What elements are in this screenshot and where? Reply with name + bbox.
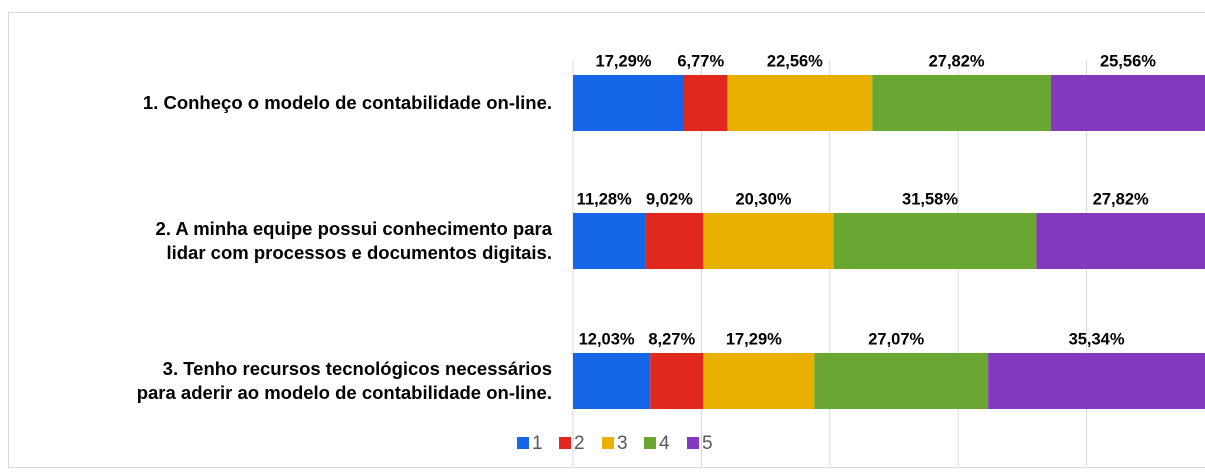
category-label: 3. Tenho recursos tecnológicos necessári… xyxy=(136,358,552,403)
bar-segment xyxy=(684,75,728,131)
bar-segment xyxy=(703,353,815,409)
data-label: 6,77% xyxy=(677,52,724,70)
data-label: 27,82% xyxy=(929,52,985,70)
category-label: 1. Conheço o modelo de contabilidade on-… xyxy=(142,92,552,113)
data-label: 8,27% xyxy=(648,330,695,348)
legend-label: 2 xyxy=(574,433,585,454)
data-label: 17,29% xyxy=(726,330,782,348)
legend-label: 3 xyxy=(617,433,628,454)
legend-swatch xyxy=(644,437,656,449)
legend-label: 4 xyxy=(659,433,670,454)
bar-segment xyxy=(1050,75,1205,131)
bar-segment xyxy=(573,353,651,409)
bar-segment xyxy=(650,353,704,409)
data-label: 12,03% xyxy=(579,330,635,348)
category-label: 2. A minha equipe possui conhecimento pa… xyxy=(155,218,552,263)
data-label: 22,56% xyxy=(767,52,823,70)
bar-segment xyxy=(814,353,989,409)
legend-swatch xyxy=(687,437,699,449)
data-label: 27,07% xyxy=(868,330,924,348)
bar-segment xyxy=(872,75,1051,131)
data-label: 17,29% xyxy=(596,52,652,70)
data-label: 9,02% xyxy=(646,190,693,208)
bar-segment xyxy=(833,213,1037,269)
bar-segment xyxy=(645,213,704,269)
legend-label: 5 xyxy=(702,433,713,454)
data-label: 27,82% xyxy=(1093,190,1149,208)
data-label: 20,30% xyxy=(736,190,792,208)
legend-swatch xyxy=(559,437,571,449)
bar-segment xyxy=(1036,213,1205,269)
data-label: 11,28% xyxy=(577,190,632,208)
bar-segment xyxy=(573,213,646,269)
bar-segment xyxy=(988,353,1205,409)
frame xyxy=(8,12,1205,468)
bar-segment xyxy=(727,75,873,131)
legend-swatch xyxy=(602,437,614,449)
data-label: 31,58% xyxy=(902,190,958,208)
data-label: 35,34% xyxy=(1069,330,1125,348)
legend-label: 1 xyxy=(532,433,543,454)
data-label: 25,56% xyxy=(1100,52,1156,70)
bar-segment xyxy=(573,75,685,131)
legend-swatch xyxy=(517,437,529,449)
bar-segment xyxy=(703,213,834,269)
